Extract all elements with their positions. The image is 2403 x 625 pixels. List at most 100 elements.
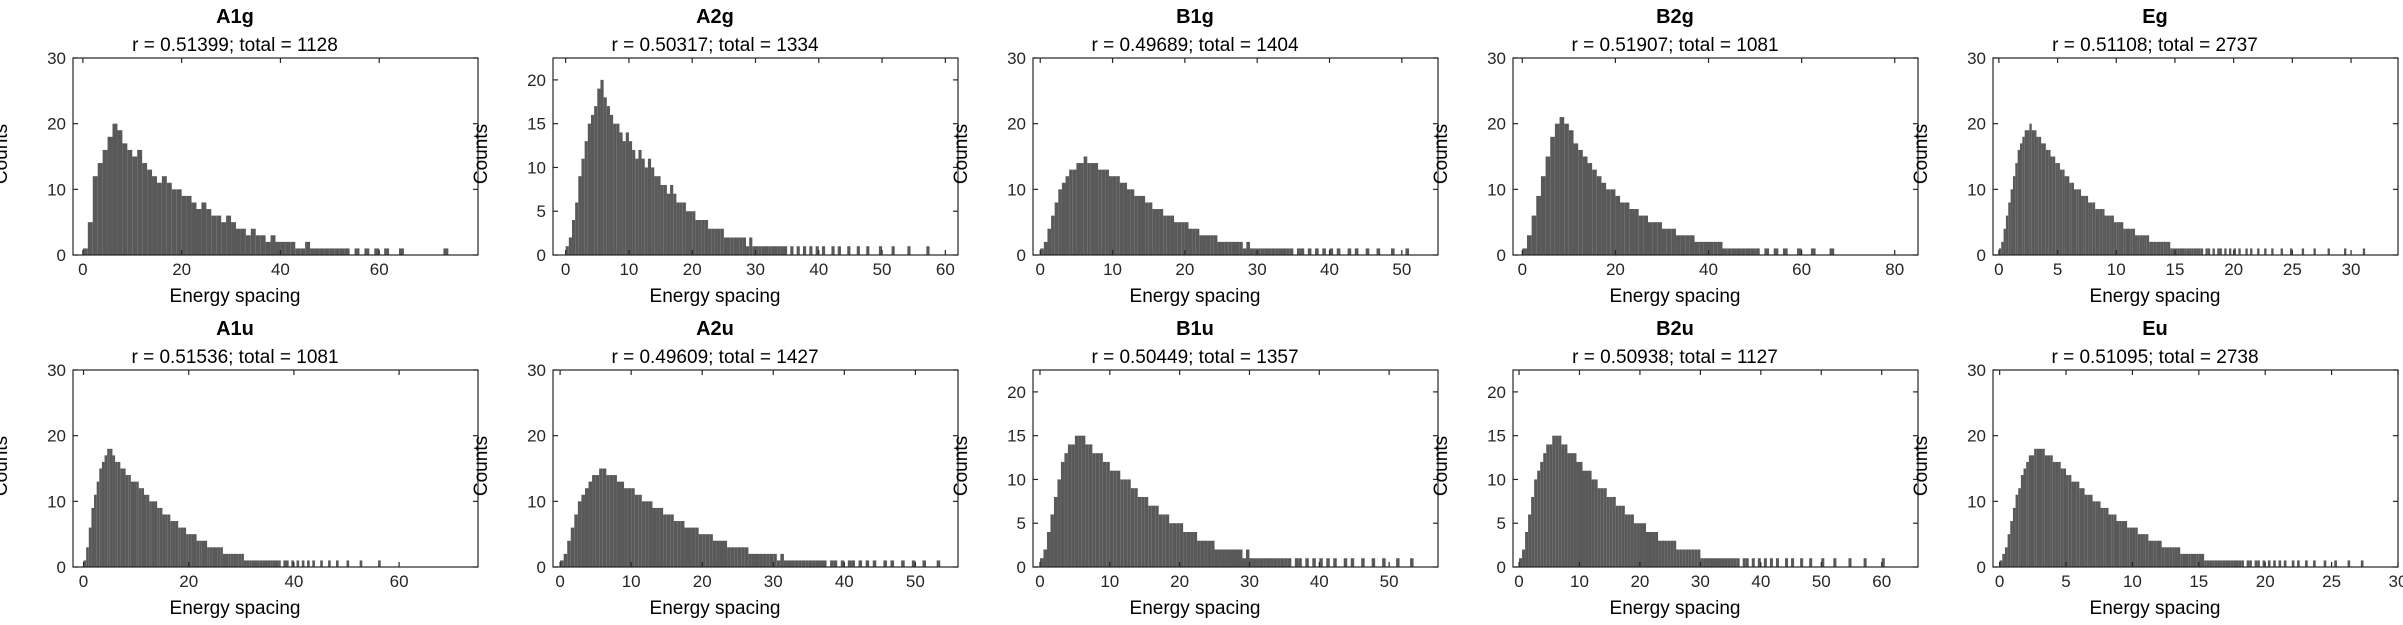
axes-box: [72, 57, 479, 256]
histogram-bar: [719, 540, 724, 567]
histogram-bar: [1615, 505, 1619, 567]
histogram-bar: [2344, 248, 2347, 255]
histogram-bar: [264, 560, 268, 567]
histogram-bar: [622, 141, 626, 255]
histogram-bar: [231, 222, 236, 255]
histogram-bar: [688, 527, 692, 567]
histogram-bar: [856, 246, 860, 255]
histogram-bar: [1536, 195, 1541, 255]
histogram-bar: [2137, 534, 2141, 567]
histogram-bar: [1315, 248, 1319, 255]
histogram-bar: [679, 202, 683, 255]
histogram-bar: [606, 106, 610, 255]
histogram-bar: [1183, 531, 1187, 567]
histogram-bar: [265, 241, 271, 255]
axes-box: [1992, 369, 2399, 568]
histogram-bar: [2360, 560, 2364, 567]
y-axis-label: Counts: [471, 435, 492, 497]
histogram-bar: [2039, 448, 2043, 567]
histogram-bar: [2250, 248, 2253, 255]
histogram-bar: [2055, 163, 2058, 255]
histogram-bar: [1347, 248, 1352, 255]
histogram-bar: [1083, 156, 1088, 255]
histogram-bar: [727, 547, 731, 567]
histogram-bar: [1588, 470, 1592, 567]
histogram-bar: [2169, 547, 2173, 567]
histogram-bar: [193, 534, 197, 567]
histogram-bar: [2092, 202, 2096, 255]
histogram-bar: [2050, 156, 2053, 255]
histogram-bar: [2257, 560, 2260, 567]
histogram-bar: [2104, 215, 2107, 255]
histogram-bar: [2228, 560, 2231, 567]
histogram-bar: [1200, 540, 1205, 567]
y-tick-label: 20: [1967, 427, 1986, 446]
histogram-bar: [204, 540, 208, 567]
histogram-bar: [2081, 195, 2084, 255]
x-tick-label: 10: [622, 572, 641, 591]
histogram-bar: [186, 534, 189, 567]
histogram-bar: [597, 88, 601, 255]
histogram-bar: [2071, 182, 2074, 255]
histogram-bar: [2156, 241, 2159, 255]
panel-subtitle: r = 0.51399; total = 1128: [132, 35, 338, 56]
histogram-bar: [2089, 494, 2093, 567]
y-tick-label: 10: [527, 158, 546, 177]
x-tick-label: 20: [1170, 572, 1189, 591]
histogram-bar: [167, 514, 171, 567]
bars: [1998, 123, 2366, 255]
histogram-bar: [2018, 488, 2021, 567]
histogram-bar: [257, 560, 260, 567]
histogram-bar: [364, 248, 370, 255]
y-tick-label: 20: [1007, 383, 1026, 402]
histogram-bar: [1282, 248, 1287, 255]
histogram-bar: [1298, 558, 1302, 567]
histogram-bar: [2125, 228, 2128, 255]
histogram-bar: [1218, 549, 1222, 567]
x-tick-label: 50: [873, 260, 892, 279]
histogram-bar: [716, 540, 720, 567]
histogram-bar: [2206, 560, 2210, 567]
histogram-bar: [1821, 558, 1825, 567]
x-tick-label: 40: [1699, 260, 1718, 279]
histogram-bar: [2001, 241, 2004, 255]
histogram-bar: [1783, 248, 1788, 255]
histogram-bar: [2170, 248, 2173, 255]
histogram-bar: [1329, 248, 1334, 255]
histogram-bar: [830, 560, 834, 567]
histogram-bar: [2012, 507, 2016, 567]
x-tick-label: 20: [179, 572, 198, 591]
x-tick-label: 0: [78, 260, 87, 279]
histogram-bar: [805, 560, 809, 567]
histogram-bar: [1522, 248, 1527, 255]
histogram-bar: [676, 202, 680, 255]
histogram-bar: [1376, 248, 1381, 255]
histogram-bar: [1570, 453, 1574, 567]
x-tick-label: 40: [1320, 260, 1339, 279]
y-tick-label: 0: [537, 558, 546, 577]
histogram-bar: [1718, 558, 1722, 567]
histogram-bar: [762, 553, 767, 567]
histogram-plot: 0 10 20 30 40 50 60 0 5 10 15 20: [527, 57, 959, 279]
histogram-bar: [324, 248, 330, 255]
histogram-bar: [1579, 461, 1583, 567]
histogram-bar: [2230, 560, 2234, 567]
histogram-bar: [2023, 468, 2027, 567]
histogram-bar: [1848, 558, 1852, 567]
histogram-bar: [2233, 560, 2236, 567]
histogram-bar: [2106, 215, 2110, 255]
histogram-bar: [751, 553, 756, 567]
histogram-bar: [2148, 540, 2152, 567]
histogram-bar: [228, 553, 231, 567]
histogram-bar: [1638, 215, 1644, 255]
histogram-bar: [199, 540, 202, 567]
histogram-bar: [2249, 560, 2252, 567]
histogram-bar: [1112, 176, 1117, 255]
histogram-bar: [259, 560, 263, 567]
histogram-bar: [711, 228, 715, 255]
histogram-bar: [2347, 560, 2351, 567]
histogram-bar: [2301, 248, 2305, 255]
histogram-bar: [560, 560, 564, 567]
histogram-bar: [624, 488, 628, 567]
histogram-bar: [137, 149, 143, 255]
